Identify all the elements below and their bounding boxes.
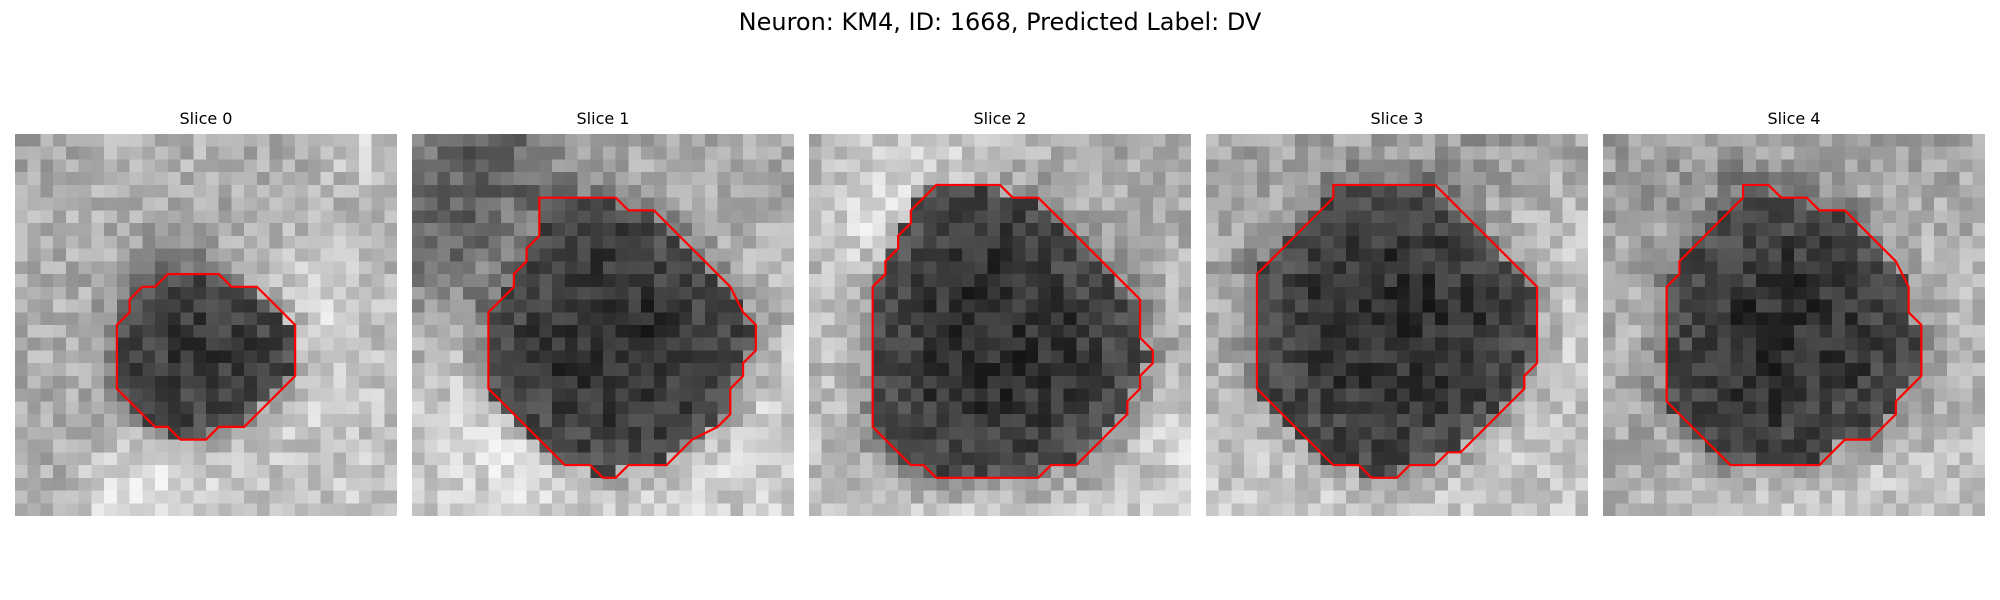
slice-panel: Slice 1 (412, 104, 794, 516)
segmentation-contour (1255, 183, 1539, 479)
segmentation-contour (871, 183, 1154, 479)
slice-image (15, 134, 397, 516)
segmentation-contour (487, 196, 757, 479)
slice-contour-overlay (1665, 183, 1923, 467)
slice-title: Slice 2 (973, 109, 1027, 128)
slice-image (1206, 134, 1588, 516)
slice-panel: Slice 0 (15, 104, 397, 516)
slice-panel: Slice 3 (1206, 104, 1588, 516)
slice-contour-overlay (871, 183, 1154, 479)
slice-panel: Slice 4 (1603, 104, 1985, 516)
slice-title: Slice 1 (576, 109, 630, 128)
slice-panel: Slice 2 (809, 104, 1191, 516)
slice-title: Slice 3 (1370, 109, 1424, 128)
figure-title: Neuron: KM4, ID: 1668, Predicted Label: … (738, 8, 1262, 36)
slice-title: Slice 0 (179, 109, 233, 128)
slice-contour-overlay (487, 196, 757, 479)
segmentation-contour (115, 272, 297, 441)
slice-contour-overlay (115, 272, 297, 441)
segmentation-contour (1665, 183, 1923, 467)
slice-contour-overlay (1255, 183, 1539, 479)
slice-title: Slice 4 (1767, 109, 1821, 128)
